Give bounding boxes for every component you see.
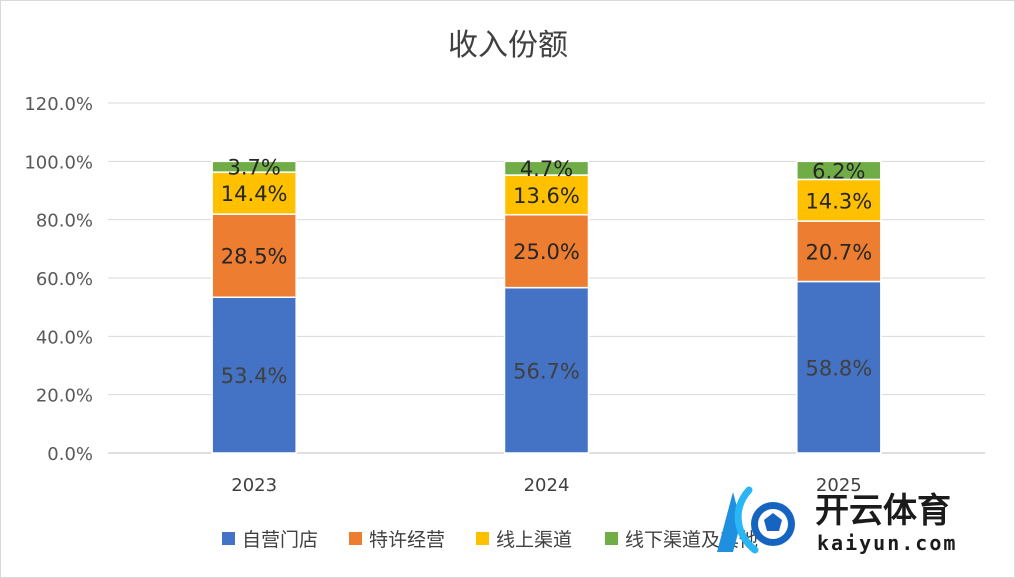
- data-label: 14.4%: [221, 182, 288, 206]
- legend-swatch: [605, 532, 618, 545]
- bar-segment: [211, 171, 297, 215]
- kaiyun-watermark: 开云体育 kaiyun.com: [717, 486, 957, 555]
- watermark-brand: 开云体育: [815, 491, 951, 531]
- bar-segment: [211, 296, 297, 454]
- legend-item: 线上渠道: [476, 529, 572, 551]
- data-label: 25.0%: [513, 240, 580, 264]
- data-label: 58.8%: [805, 356, 872, 380]
- data-label: 3.7%: [227, 156, 280, 180]
- watermark-domain: kaiyun.com: [817, 531, 957, 555]
- legend-item: 特许经营: [349, 529, 445, 551]
- legend: 自营门店 特许经营 线上渠道 线下渠道及其他: [222, 529, 758, 551]
- legend-item: 自营门店: [222, 529, 318, 551]
- legend-swatch: [476, 532, 489, 545]
- data-label: 53.4%: [221, 364, 288, 388]
- y-tick-label: 40.0%: [36, 327, 93, 348]
- y-tick-label: 0.0%: [47, 444, 93, 465]
- legend-swatch: [349, 532, 362, 545]
- bar-stacks: 53.4% 28.5% 14.4%3.7% 56.7% 25.0% 13.6% 4.7% 58…: [211, 156, 882, 454]
- x-tick-label: 2023: [231, 475, 277, 496]
- x-tick-label: 2024: [524, 475, 570, 496]
- kaiyun-logo-icon: [717, 486, 795, 554]
- data-label: 4.7%: [520, 157, 573, 181]
- data-label: 13.6%: [513, 184, 580, 208]
- bar-segment: [796, 160, 882, 181]
- y-tick-label: 20.0%: [36, 386, 93, 407]
- y-tick-label: 120.0%: [24, 94, 93, 115]
- legend-label: 自营门店: [242, 529, 318, 551]
- bar-segment: [211, 160, 297, 173]
- bar-segment: [211, 213, 297, 298]
- bar-segment: [503, 213, 590, 289]
- data-label: 56.7%: [513, 359, 580, 383]
- data-label: 28.5%: [221, 245, 288, 269]
- bar-segment: [796, 280, 882, 454]
- data-label: 14.3%: [805, 189, 872, 213]
- chart-title: 收入份额: [448, 28, 568, 63]
- y-tick-label: 80.0%: [36, 211, 93, 232]
- x-axis: 2023 2024 2025: [231, 475, 861, 496]
- legend-swatch: [222, 532, 235, 545]
- data-label: 6.2%: [812, 159, 865, 183]
- bar-segment: [503, 160, 590, 176]
- x-tick-label: 2025: [816, 475, 862, 496]
- data-label: 20.7%: [805, 240, 872, 264]
- legend-label: 特许经营: [369, 529, 445, 551]
- y-tick-label: 100.0%: [24, 152, 93, 173]
- legend-label: 线上渠道: [496, 529, 572, 551]
- bar-segment: [503, 286, 590, 454]
- y-tick-label: 60.0%: [36, 269, 93, 290]
- y-axis: 0.0% 20.0% 40.0% 60.0% 80.0% 100.0% 120.0%: [24, 94, 93, 465]
